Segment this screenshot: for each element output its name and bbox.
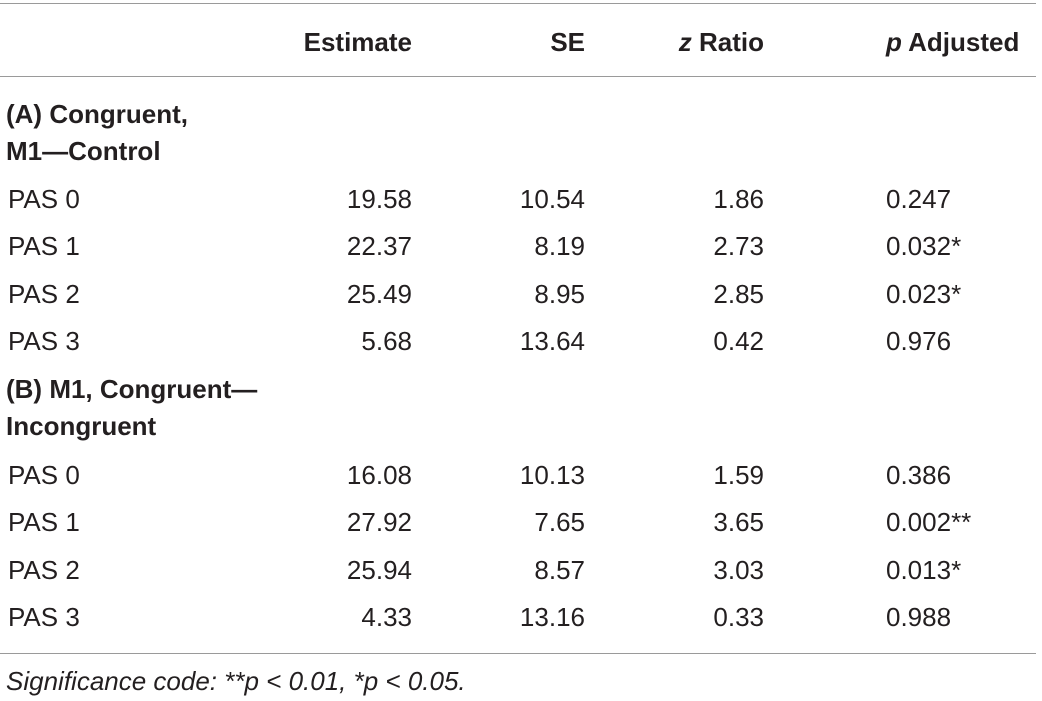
top-rule (0, 3, 1036, 4)
row-estimate: 25.49 (346, 279, 412, 309)
row-z-ratio: 3.03 (713, 555, 764, 585)
row-label: PAS 3 (8, 326, 80, 356)
header-z-symbol: z (678, 27, 692, 57)
bottom-rule (0, 653, 1036, 654)
table-footnote: Significance code: **p < 0.01, *p < 0.05… (6, 666, 466, 696)
section-title-a-line1: (A) Congruent, (6, 99, 188, 129)
row-estimate: 5.68 (361, 326, 412, 356)
row-z-ratio: 0.42 (713, 326, 764, 356)
row-se: 13.16 (519, 602, 585, 632)
row-se: 8.95 (534, 279, 585, 309)
header-p-symbol: p (886, 27, 902, 57)
row-se: 8.57 (534, 555, 585, 585)
row-label: PAS 0 (8, 460, 80, 490)
row-estimate: 25.94 (346, 555, 412, 585)
row-z-ratio: 2.73 (713, 231, 764, 261)
row-label: PAS 2 (8, 279, 80, 309)
row-label: PAS 1 (8, 507, 80, 537)
header-p-text: Adjusted (901, 27, 1020, 57)
row-estimate: 4.33 (361, 602, 412, 632)
row-p-adjusted: 0.386 (886, 460, 952, 490)
row-z-ratio: 2.85 (713, 279, 764, 309)
row-se: 10.13 (519, 460, 585, 490)
section-title-b-line2: Incongruent (6, 411, 157, 441)
header-z-text: Ratio (691, 27, 764, 57)
row-p-adjusted: 0.988 (886, 602, 952, 632)
row-p-adjusted: 0.976 (886, 326, 952, 356)
row-label: PAS 2 (8, 555, 80, 585)
row-p-adjusted: 0.247 (886, 184, 952, 214)
header-z-ratio: z Ratio (679, 27, 764, 57)
row-z-ratio: 3.65 (713, 507, 764, 537)
section-title-a: (A) Congruent, M1—Control (6, 96, 326, 170)
row-label: PAS 1 (8, 231, 80, 261)
header-se: SE (550, 27, 585, 57)
header-rule (0, 76, 1036, 77)
header-estimate: Estimate (303, 27, 412, 57)
row-z-ratio: 1.59 (713, 460, 764, 490)
row-se: 13.64 (519, 326, 585, 356)
row-label: PAS 0 (8, 184, 80, 214)
row-p-adjusted: 0.023* (886, 279, 962, 309)
section-title-a-line2: M1—Control (6, 136, 161, 166)
row-se: 10.54 (519, 184, 585, 214)
section-title-b-line1: (B) M1, Congruent— (6, 374, 258, 404)
row-p-adjusted: 0.032* (886, 231, 962, 261)
row-se: 7.65 (534, 507, 585, 537)
row-estimate: 27.92 (346, 507, 412, 537)
row-z-ratio: 1.86 (713, 184, 764, 214)
row-se: 8.19 (534, 231, 585, 261)
row-estimate: 22.37 (346, 231, 412, 261)
section-title-b: (B) M1, Congruent— Incongruent (6, 371, 326, 445)
header-p-adjusted: p Adjusted (886, 27, 1019, 57)
row-estimate: 16.08 (346, 460, 412, 490)
row-p-adjusted: 0.013* (886, 555, 962, 585)
row-estimate: 19.58 (346, 184, 412, 214)
row-label: PAS 3 (8, 602, 80, 632)
row-z-ratio: 0.33 (713, 602, 764, 632)
row-p-adjusted: 0.002** (886, 507, 972, 537)
